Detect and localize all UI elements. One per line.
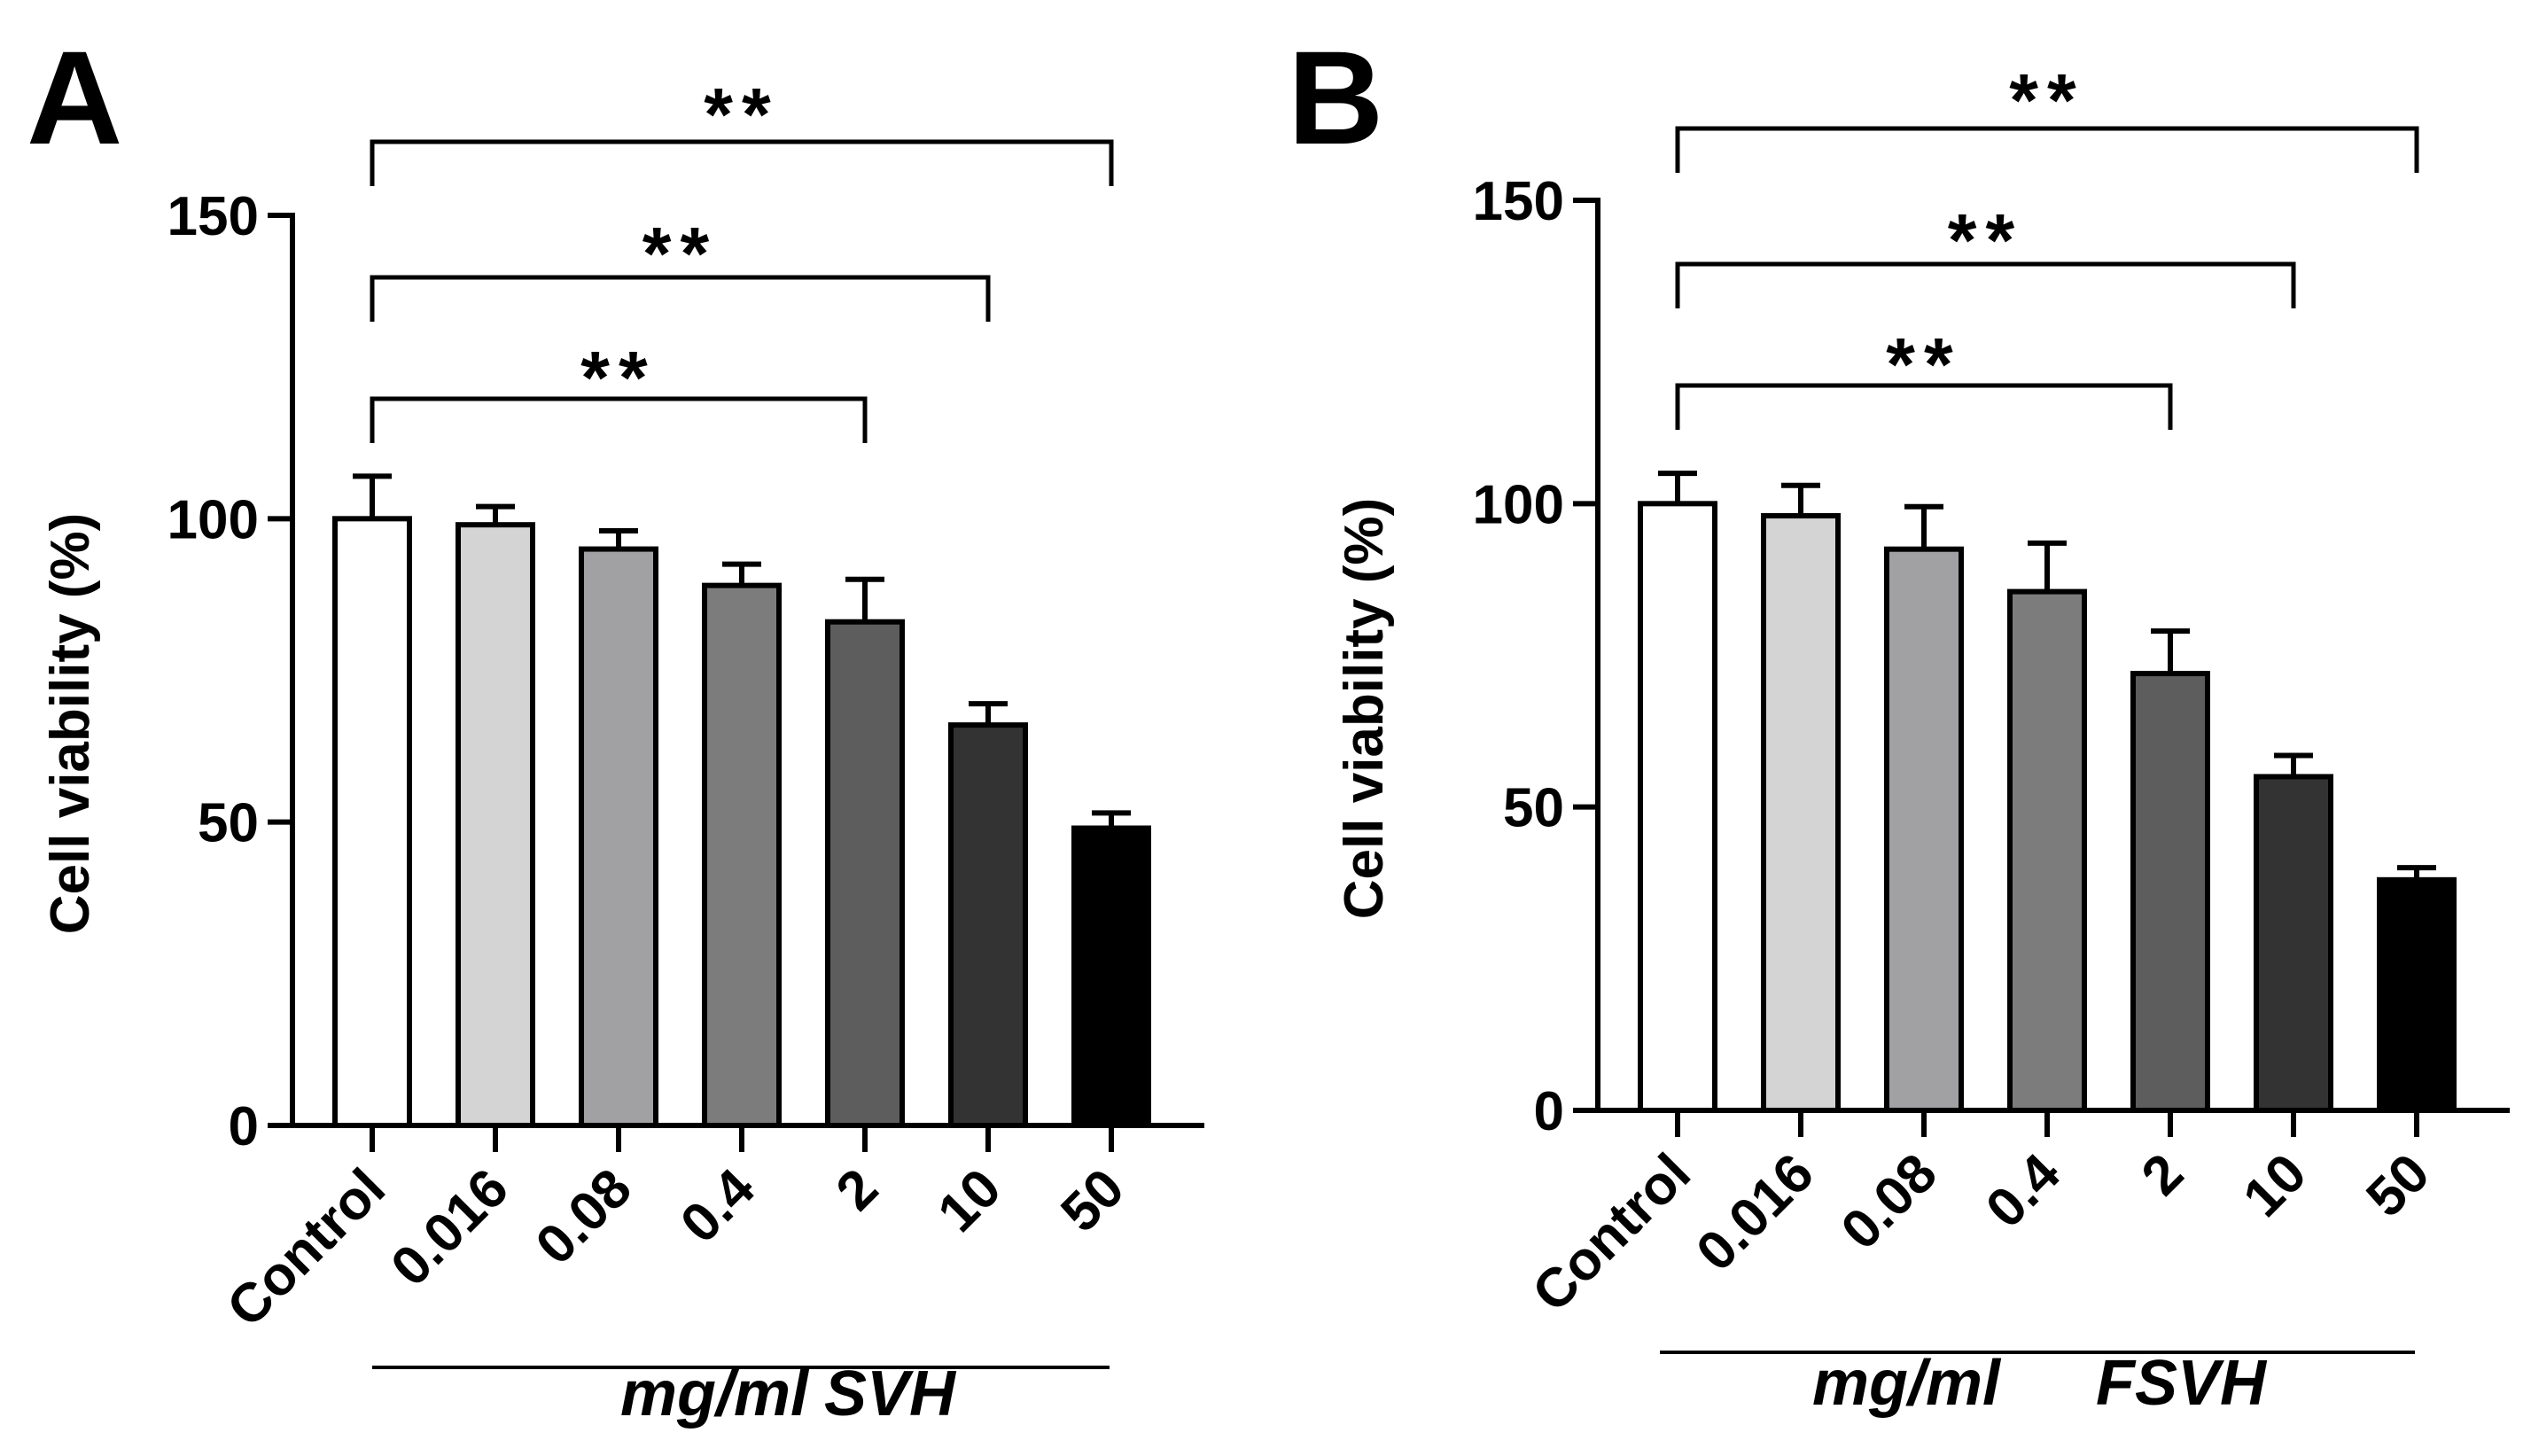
- bar: [702, 582, 782, 1128]
- y-tick-label: 100: [167, 489, 259, 550]
- bar: [2130, 671, 2210, 1113]
- x-tick-label: Control: [1521, 1142, 1702, 1324]
- bar: [2254, 774, 2333, 1114]
- significance-label: **: [642, 212, 718, 295]
- panel-letter: A: [27, 23, 122, 172]
- bar: [1071, 825, 1151, 1128]
- bar: [456, 522, 535, 1128]
- bar: [1638, 501, 1717, 1113]
- y-tick-label: 50: [1503, 778, 1564, 839]
- significance-bracket: [1675, 126, 2419, 173]
- significance-bracket: [370, 139, 1114, 186]
- x-tick-label: 0.08: [1830, 1142, 1949, 1261]
- bar: [825, 619, 905, 1128]
- chart-panel-b: B Cell viability (%) 0 50 100 150 Control0.016…: [1288, 23, 2510, 1419]
- y-tick-label: 100: [1473, 474, 1564, 535]
- x-tick-label: 2: [2130, 1142, 2195, 1207]
- panel-letter: B: [1288, 23, 1383, 172]
- y-tick-label: 50: [198, 793, 259, 854]
- x-tick-label: 0.4: [669, 1157, 767, 1255]
- y-tick-label: 0: [1534, 1081, 1564, 1142]
- significance-label: **: [1948, 199, 2023, 282]
- x-caption-label: FSVH: [2096, 1348, 2268, 1419]
- x-tick-label: 0.08: [525, 1157, 643, 1276]
- x-tick-label: 0.016: [1685, 1142, 1826, 1283]
- bar: [332, 516, 412, 1128]
- x-tick-label: 50: [2355, 1142, 2441, 1229]
- significance-bracket: [1675, 261, 2296, 308]
- x-tick-label: 50: [1049, 1157, 1136, 1244]
- x-caption-label: SVH: [824, 1359, 957, 1429]
- significance-label: **: [580, 336, 656, 419]
- y-axis-label: Cell viability (%): [1334, 498, 1395, 919]
- significance-bracket: [370, 396, 868, 443]
- bar: [1884, 546, 1964, 1113]
- significance-label: **: [2009, 58, 2084, 142]
- x-tick-label: Control: [215, 1157, 397, 1339]
- x-caption-unit: mg/ml: [1812, 1348, 2002, 1419]
- x-tick-label: 10: [2231, 1142, 2318, 1229]
- y-tick-label: 150: [167, 186, 259, 247]
- bar: [2377, 876, 2457, 1113]
- y-tick-label: 0: [229, 1096, 259, 1157]
- significance-label: **: [1886, 323, 1961, 406]
- significance-label: **: [704, 73, 779, 156]
- x-tick-label: 2: [825, 1157, 890, 1222]
- y-axis-label: Cell viability (%): [40, 513, 101, 934]
- x-tick-label: 0.4: [1974, 1142, 2072, 1240]
- bar: [579, 546, 658, 1128]
- x-caption-unit: mg/ml: [620, 1359, 810, 1429]
- significance-bracket: [370, 275, 991, 322]
- significance-bracket: [1675, 383, 2173, 430]
- chart-panel-a: A Cell viability (%) 0 50 100 150 Control0.016…: [27, 23, 1204, 1429]
- x-tick-label: 10: [926, 1157, 1013, 1244]
- bar: [948, 722, 1028, 1128]
- bar: [2007, 588, 2087, 1113]
- bar: [1761, 513, 1841, 1113]
- x-tick-label: 0.016: [379, 1157, 520, 1298]
- y-tick-label: 150: [1473, 171, 1564, 232]
